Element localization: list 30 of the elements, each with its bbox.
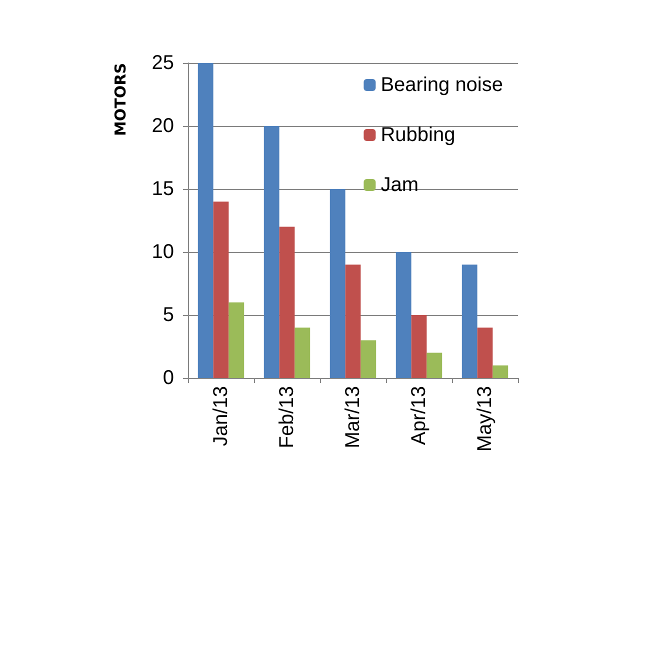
bar: [411, 315, 427, 378]
bar: [228, 302, 244, 378]
bar: [477, 328, 493, 378]
y-tick-label: 15: [152, 178, 174, 200]
y-tick-label: 0: [162, 367, 174, 389]
y-tick-label: 20: [152, 115, 174, 137]
legend-label: Rubbing: [380, 124, 456, 146]
x-tick-label: Feb/13: [276, 386, 298, 448]
bar: [294, 328, 310, 378]
x-tick-label: May/13: [474, 386, 496, 452]
y-tick-label: 5: [162, 304, 174, 326]
x-tick-label: Apr/13: [408, 386, 430, 445]
bar: [360, 340, 376, 378]
bar: [426, 352, 442, 378]
x-tick-label: Mar/13: [342, 386, 364, 448]
bar: [345, 264, 361, 378]
bar: [213, 202, 229, 378]
y-axis-title: MOTORS: [112, 63, 130, 136]
bar: [492, 365, 508, 378]
legend-label: Bearing noise: [380, 74, 504, 96]
y-tick-label: 25: [152, 52, 174, 74]
bar: [279, 226, 295, 378]
x-tick-label: Jan/13: [210, 386, 232, 446]
bar: [198, 63, 214, 378]
y-tick-label: 10: [152, 241, 174, 263]
bar: [264, 126, 280, 378]
bar: [330, 189, 346, 378]
legend-label: Jam: [380, 174, 418, 196]
bar: [462, 264, 478, 378]
bar: [396, 252, 412, 378]
